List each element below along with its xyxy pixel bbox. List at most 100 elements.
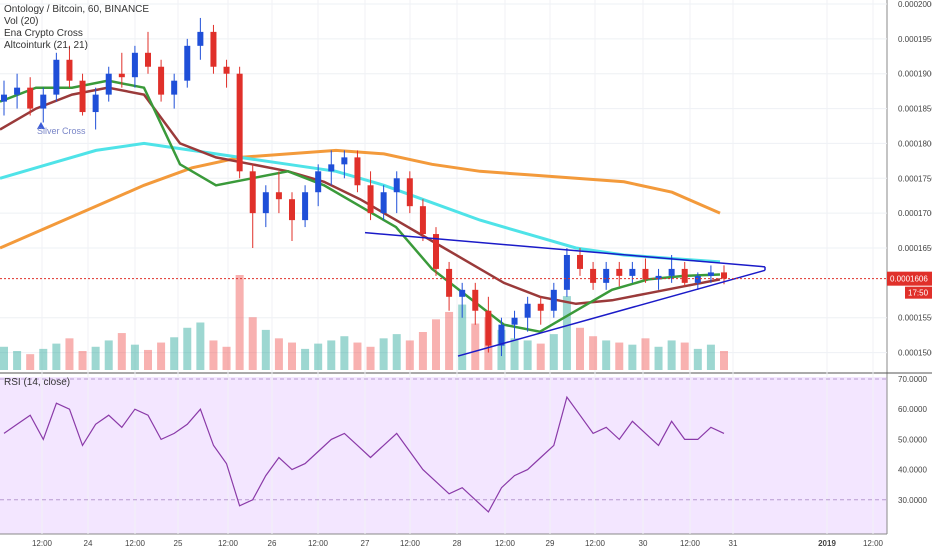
candle-body [681, 268, 688, 283]
rsi-tick-label: 30.0000 [898, 496, 927, 505]
volume-bar [65, 338, 74, 370]
volume-bar [667, 340, 676, 370]
candle-body [1, 94, 7, 102]
candle-body [419, 206, 426, 235]
candle-body [289, 199, 295, 221]
volume-bar [432, 319, 440, 370]
volume-bar [379, 338, 388, 370]
candle-body [721, 272, 727, 279]
candle-body [53, 59, 60, 95]
candle-body [302, 192, 309, 221]
candle-body [668, 268, 675, 276]
volume-bar [235, 275, 244, 370]
current-price-tag [887, 271, 932, 286]
candles [1, 17, 727, 357]
candle-body [92, 94, 99, 113]
candle-body [145, 52, 151, 67]
volume-bar [91, 346, 100, 370]
rsi-background [0, 377, 887, 534]
volume-bar [602, 340, 611, 370]
candle-body [380, 192, 387, 214]
candle-body [118, 73, 125, 78]
volume-bar [104, 340, 113, 370]
volume-bar [654, 346, 663, 370]
candle-body [328, 164, 335, 172]
volume-bar [39, 348, 48, 370]
candle-body [341, 157, 348, 165]
candle-body [393, 178, 400, 193]
candle-body [655, 275, 662, 280]
rsi-path [3, 395, 725, 513]
candle-body [171, 80, 178, 95]
candle-body [275, 192, 282, 200]
volume-bar [353, 342, 362, 370]
time-tick-label: 29 [546, 539, 555, 548]
candle-body [446, 268, 453, 297]
candle-body [184, 45, 191, 81]
candle-body [629, 268, 636, 276]
candle-body [40, 94, 47, 109]
volume-bar [0, 346, 8, 370]
legend-title[interactable]: Ontology / Bitcoin, 60, BINANCE [4, 4, 150, 15]
volume-bar [157, 342, 166, 370]
volume-bar [576, 327, 584, 370]
volume-bar [26, 354, 35, 370]
volume-bar [471, 323, 480, 370]
volume-bar [706, 344, 715, 370]
volume-bar [301, 348, 310, 370]
legend-ena[interactable]: Ena Crypto Cross [4, 28, 83, 39]
volume-bar [641, 338, 650, 370]
time-tick-label: 12:00 [863, 539, 884, 548]
rsi-tick-label: 60.0000 [898, 405, 927, 414]
volume-bar [274, 338, 283, 370]
annotations: Silver Cross [37, 122, 86, 136]
candle-body [249, 171, 256, 214]
volume-bar [562, 296, 571, 370]
candle-body [459, 289, 466, 297]
volume-bar [589, 336, 598, 370]
volume-bar [680, 342, 689, 370]
volume-bar [196, 322, 205, 370]
volume-bar [549, 334, 558, 370]
rsi-legend[interactable]: RSI (14, close) [4, 377, 71, 388]
candle-body [511, 317, 518, 325]
volume-bar [327, 340, 336, 370]
candle-body [367, 185, 374, 214]
time-tick-label: 12:00 [585, 539, 606, 548]
volume-bar [13, 351, 22, 370]
volume-bar [615, 342, 624, 370]
volume-bar [117, 333, 126, 370]
price-tick-label: 0.0001500 [898, 349, 932, 358]
volume-bar [340, 336, 349, 370]
candle-body [131, 52, 138, 78]
candle-body [406, 178, 413, 207]
volume-bar [222, 346, 231, 370]
candle-body [694, 275, 701, 283]
legend-vol[interactable]: Vol (20) [4, 16, 39, 27]
volume-bar [130, 344, 139, 370]
volume-bar [288, 342, 296, 370]
time-tick-label: 12:00 [400, 539, 421, 548]
silver-cross-marker [37, 122, 45, 129]
candle-body [197, 31, 204, 46]
time-tick-label: 12:00 [218, 539, 239, 548]
candle-body [616, 268, 623, 276]
ma-orange-line [0, 148, 721, 250]
volume-bar [78, 351, 87, 370]
legend-altcointurk[interactable]: Altcointurk (21, 21) [4, 40, 88, 51]
volume-bar [458, 304, 467, 370]
candle-body [590, 268, 597, 283]
volume-bar [170, 337, 179, 370]
volume-bar [510, 338, 519, 370]
rsi-tick-label: 50.0000 [898, 435, 927, 444]
candle-body [210, 31, 217, 67]
